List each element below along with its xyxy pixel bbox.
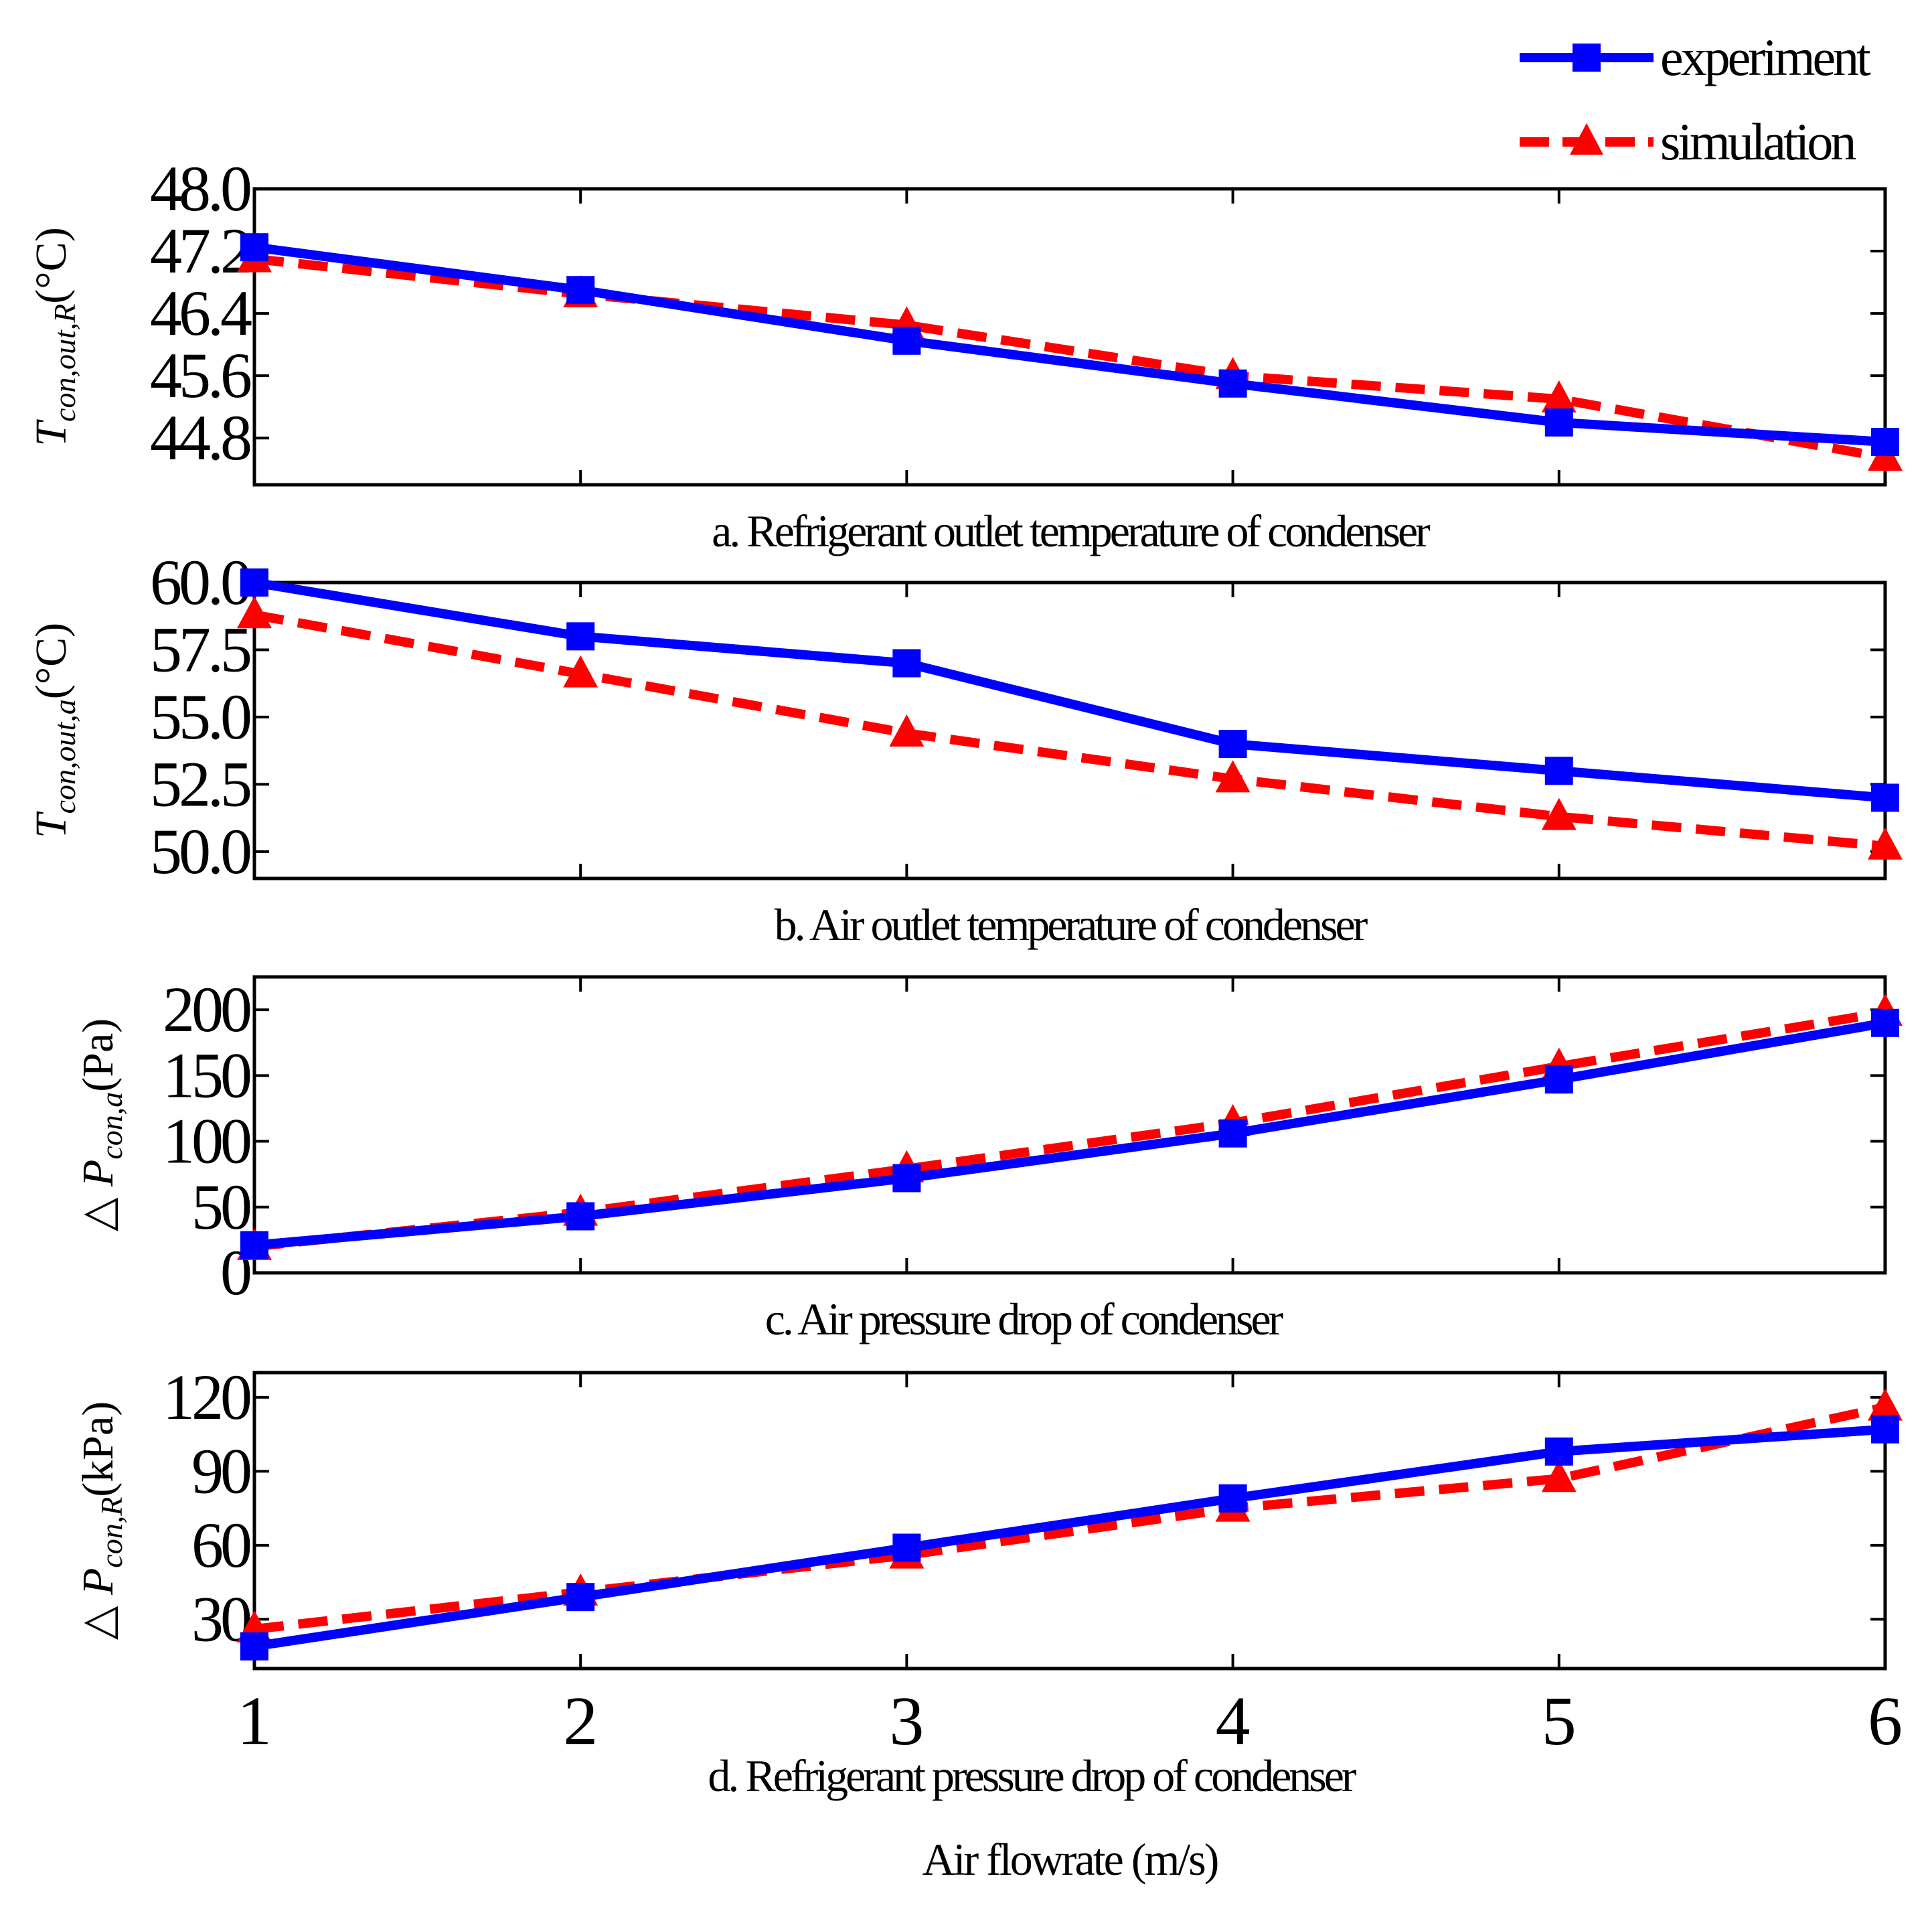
point-experiment-a-4 xyxy=(1544,408,1573,437)
y-axis-label-c: △ Pcon,a(Pa) xyxy=(74,1018,129,1231)
caption-a: a. Refrigerant outlet temperature of con… xyxy=(712,506,1431,556)
point-experiment-d-3 xyxy=(1218,1484,1247,1513)
legend-label-experiment: experiment xyxy=(1660,28,1871,86)
y-axis-label-d: △ Pcon,R(kPa) xyxy=(74,1401,129,1640)
series-line-simulation-c xyxy=(254,1008,1886,1251)
y-tick-label-b-4: 60.0 xyxy=(150,546,250,618)
point-experiment-b-1 xyxy=(566,622,595,651)
point-experiment-c-5 xyxy=(1871,1008,1899,1037)
y-tick-label-c-3: 150 xyxy=(163,1039,250,1111)
point-experiment-a-2 xyxy=(892,326,921,355)
y-axis-label-b-unit: (°C) xyxy=(27,623,76,699)
y-axis-label-a-unit: (°C) xyxy=(27,227,76,303)
y-axis-label-d-prefix: △ P xyxy=(74,1568,123,1640)
y-tick-label-c-4: 200 xyxy=(163,974,250,1045)
y-axis-label-c-unit: (Pa) xyxy=(74,1018,123,1092)
point-simulation-b-4 xyxy=(1541,797,1577,830)
point-simulation-b-2 xyxy=(889,714,924,747)
series-line-experiment-b xyxy=(253,578,1886,803)
point-simulation-b-3 xyxy=(1215,760,1251,793)
x-tick-label-0: 1 xyxy=(237,1683,272,1760)
series-line-simulation-a xyxy=(254,254,1886,463)
series-line-experiment-d xyxy=(253,1424,1886,1651)
point-experiment-b-4 xyxy=(1544,757,1573,785)
point-simulation-a-4 xyxy=(1541,380,1577,413)
y-tick-label-a-0: 44.8 xyxy=(150,402,250,473)
y-tick-label-a-1: 45.6 xyxy=(150,339,251,411)
y-tick-label-b-2: 55.0 xyxy=(150,681,250,753)
y-tick-label-d-3: 120 xyxy=(163,1361,250,1433)
y-axis-label-b-prefix: T xyxy=(27,811,76,838)
point-experiment-c-3 xyxy=(1218,1119,1247,1148)
x-axis-label: Air flowrate (m/s) xyxy=(922,1834,1218,1885)
point-experiment-b-0 xyxy=(240,568,268,597)
y-axis-label-b-sub: con,out,a xyxy=(48,699,82,814)
y-tick-label-b-1: 52.5 xyxy=(150,748,250,820)
series-line-simulation-d xyxy=(254,1402,1886,1634)
y-axis-label-d-unit: (kPa) xyxy=(74,1401,123,1497)
y-axis-label-c-prefix: △ P xyxy=(74,1160,123,1232)
series-line-experiment-a xyxy=(254,242,1886,447)
point-experiment-d-1 xyxy=(566,1583,595,1612)
point-simulation-b-5 xyxy=(1868,827,1903,860)
legend-marker-experiment xyxy=(1573,44,1601,72)
plot-frame-d xyxy=(252,1371,1887,1671)
panel-b: 50.052.555.057.560.0 Tcon,out,a(°C) b. A… xyxy=(27,546,1903,950)
point-experiment-a-5 xyxy=(1871,428,1899,457)
x-tick-label-3: 4 xyxy=(1216,1683,1251,1760)
legend: experiment simulation xyxy=(1520,28,1874,171)
legend-label-simulation: simulation xyxy=(1660,112,1856,171)
y-tick-label-a-4: 48.0 xyxy=(150,153,250,224)
series-line-experiment-c xyxy=(254,1018,1886,1250)
point-experiment-d-2 xyxy=(892,1533,921,1562)
plot-frame-b xyxy=(252,581,1887,880)
point-experiment-b-5 xyxy=(1871,783,1899,812)
y-axis-label-a: Tcon,out,R(°C) xyxy=(27,227,82,446)
point-experiment-c-0 xyxy=(240,1231,268,1259)
panel-a: 44.845.646.447.248.0 Tcon,out,R(°C) a. R… xyxy=(27,153,1903,556)
point-experiment-c-4 xyxy=(1544,1065,1573,1094)
y-tick-label-c-2: 100 xyxy=(163,1105,250,1177)
y-tick-label-a-2: 46.4 xyxy=(150,277,252,349)
point-simulation-d-4 xyxy=(1541,1460,1577,1492)
y-axis-label-a-sub: con,out,R xyxy=(48,304,82,422)
x-tick-label-5: 6 xyxy=(1868,1683,1903,1760)
point-experiment-c-1 xyxy=(566,1202,595,1231)
point-experiment-c-2 xyxy=(892,1164,921,1192)
x-tick-label-2: 3 xyxy=(889,1683,924,1760)
point-experiment-d-0 xyxy=(240,1632,268,1661)
plot-frame-c xyxy=(252,975,1887,1275)
point-simulation-b-1 xyxy=(563,655,598,688)
y-axis-label-d-sub: con,R xyxy=(94,1497,129,1568)
point-experiment-a-3 xyxy=(1218,369,1247,398)
y-tick-label-d-1: 60 xyxy=(191,1509,250,1581)
point-experiment-b-3 xyxy=(1218,730,1247,759)
point-simulation-d-5 xyxy=(1868,1388,1903,1421)
point-experiment-d-4 xyxy=(1544,1437,1573,1466)
y-tick-label-b-0: 50.0 xyxy=(150,816,250,887)
y-axis-label-a-prefix: T xyxy=(27,419,76,447)
point-experiment-b-2 xyxy=(892,649,921,678)
series-line-simulation-b xyxy=(253,610,1886,851)
y-tick-label-d-2: 90 xyxy=(191,1435,250,1507)
plot-frame-a xyxy=(252,187,1887,487)
point-simulation-b-0 xyxy=(237,596,272,629)
x-tick-label-4: 5 xyxy=(1542,1683,1577,1760)
y-axis-label-b: Tcon,out,a(°C) xyxy=(27,623,82,838)
y-tick-label-c-1: 50 xyxy=(191,1171,250,1243)
point-experiment-a-0 xyxy=(240,233,268,262)
caption-c: c. Air pressure drop of condenser xyxy=(765,1294,1284,1344)
x-tick-label-1: 2 xyxy=(563,1683,598,1760)
caption-b: b. Air outlet temperature of condenser xyxy=(775,899,1368,950)
y-tick-label-a-3: 47.2 xyxy=(150,215,249,287)
point-experiment-d-5 xyxy=(1871,1415,1899,1444)
y-tick-label-b-3: 57.5 xyxy=(150,613,250,685)
y-axis-label-c-sub: con,a xyxy=(94,1092,129,1160)
point-experiment-a-1 xyxy=(566,276,595,305)
legend-marker-simulation xyxy=(1570,123,1603,155)
caption-d: d. Refrigerant pressure drop of condense… xyxy=(708,1750,1356,1801)
